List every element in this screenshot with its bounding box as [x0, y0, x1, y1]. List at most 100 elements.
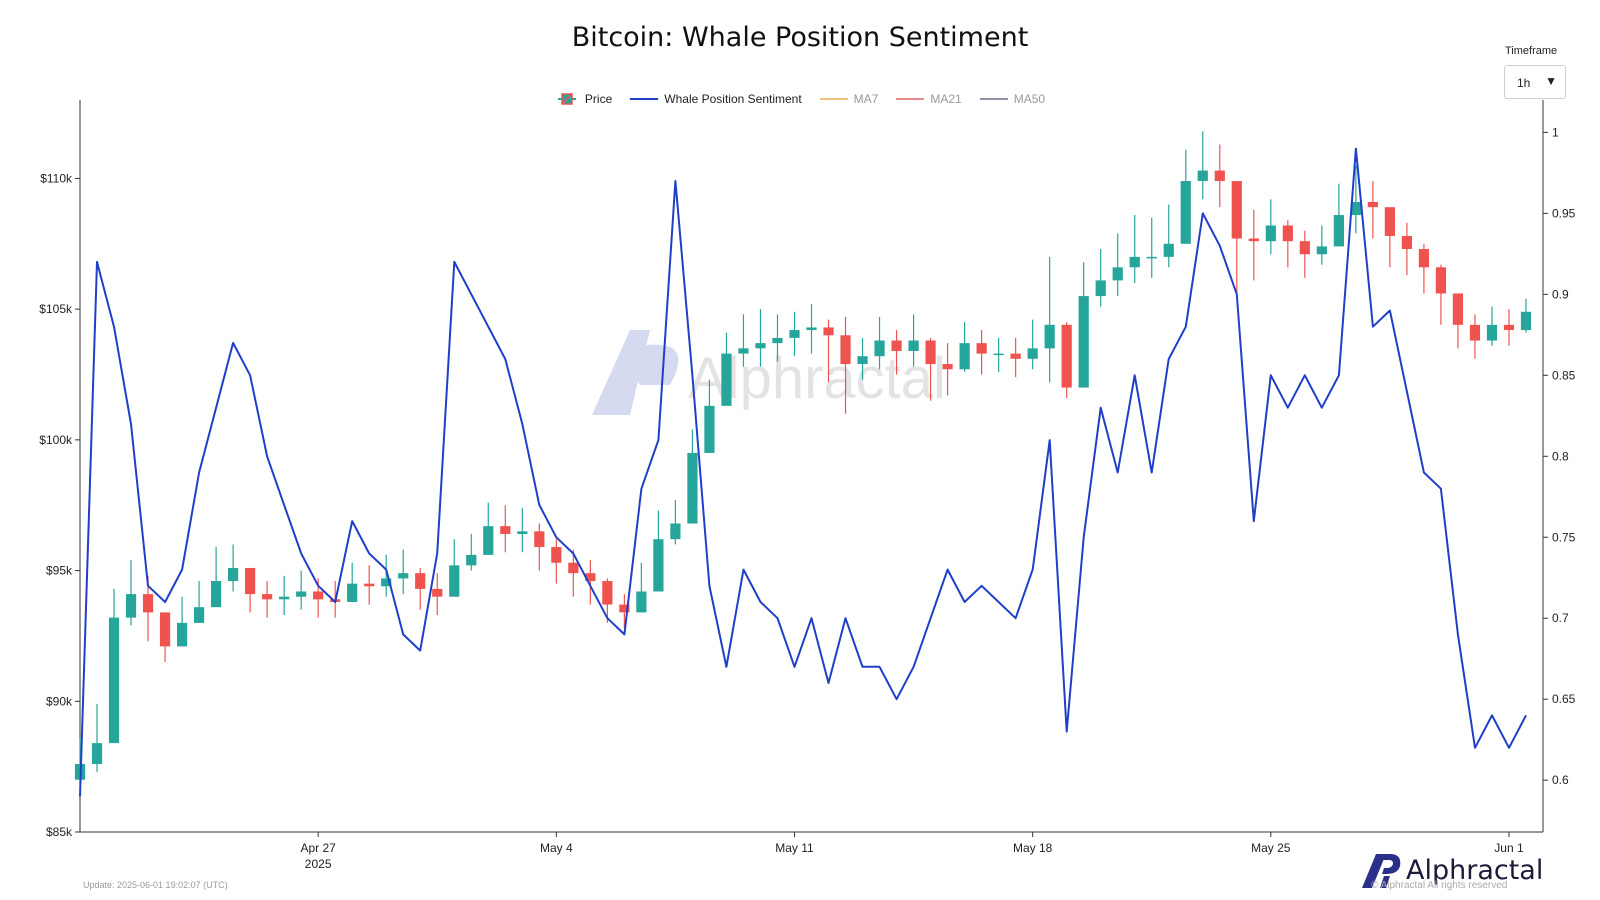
chart-title: Bitcoin: Whale Position Sentiment — [571, 22, 1029, 53]
legend-item-price[interactable]: Price — [555, 92, 612, 106]
timeframe-value: 1h — [1517, 76, 1531, 90]
x-tick-label: Jun 1 — [1494, 841, 1524, 855]
candle-body — [891, 340, 902, 351]
legend-item-ma7[interactable]: MA7 — [819, 92, 879, 106]
x-tick-label: May 18 — [1013, 841, 1053, 855]
candle-body — [364, 583, 375, 587]
y-right-tick-label: 0.8 — [1552, 449, 1569, 463]
candle-body — [1010, 353, 1021, 359]
candle-body — [313, 591, 324, 600]
candle-body — [1486, 324, 1498, 341]
candle-body — [755, 343, 766, 349]
x-tick-label: May 4 — [540, 841, 573, 855]
candle-body — [1469, 324, 1481, 341]
candle-body — [1333, 215, 1344, 247]
candle-body — [296, 591, 307, 597]
candle-body — [534, 531, 545, 548]
candle-body — [653, 539, 664, 592]
candle-swatch-icon — [555, 93, 579, 105]
legend-item-sentiment[interactable]: Whale Position Sentiment — [630, 92, 802, 106]
candle-body — [1112, 267, 1123, 281]
timeframe-select[interactable]: 1h ▼ — [1504, 65, 1566, 99]
y-right-tick-label: 0.75 — [1552, 530, 1576, 544]
candle-body — [568, 562, 579, 574]
y-right-tick-label: 0.95 — [1552, 206, 1576, 220]
y-right-tick-label: 0.65 — [1552, 692, 1576, 706]
price-candles — [74, 131, 1532, 785]
line-swatch-icon — [979, 98, 1008, 100]
y-right-tick-label: 0.6 — [1552, 773, 1569, 787]
candle-body — [925, 340, 936, 365]
candle-body — [738, 348, 749, 354]
y-left-tick-label: $110k — [40, 171, 73, 185]
legend-label-sentiment: Whale Position Sentiment — [664, 92, 802, 106]
candle-body — [1282, 225, 1293, 242]
candle-body — [687, 452, 698, 524]
candle-body — [1163, 243, 1174, 257]
candle-body — [159, 612, 171, 647]
line-swatch-icon — [630, 98, 659, 100]
legend-item-ma21[interactable]: MA21 — [896, 92, 962, 106]
candle-body — [517, 531, 528, 534]
candle-body — [806, 327, 817, 331]
candle-body — [193, 607, 205, 623]
candle-body — [1214, 170, 1225, 182]
candle-body — [1180, 181, 1191, 244]
candle-body — [1520, 311, 1532, 331]
candle-body — [279, 596, 290, 600]
chart-legend: Price Whale Position Sentiment MA7 MA21 … — [0, 92, 1600, 106]
brand-logo[interactable]: Alphractal — [1360, 852, 1543, 888]
candle-body — [670, 523, 681, 540]
candle-body — [1367, 201, 1378, 208]
watermark-logo-icon — [592, 330, 650, 415]
candle-body — [1401, 235, 1413, 250]
candle-body — [840, 335, 851, 365]
candle-body — [585, 573, 596, 582]
brand-name: Alphractal — [1406, 854, 1544, 886]
line-swatch-icon — [819, 98, 848, 100]
alphractal-logo-icon — [1362, 854, 1401, 888]
chevron-down-icon: ▼ — [1545, 74, 1557, 88]
candle-body — [1129, 256, 1140, 268]
candle-body — [1231, 181, 1242, 239]
candle-body — [1248, 238, 1259, 242]
candle-body — [993, 353, 1004, 356]
candle-body — [942, 364, 953, 370]
candle-body — [1452, 293, 1464, 325]
candle-body — [108, 617, 120, 744]
y-right-tick-label: 0.7 — [1552, 611, 1569, 625]
candle-body — [976, 343, 987, 354]
candle-body — [1384, 207, 1395, 236]
candle-body — [1299, 241, 1310, 255]
sentiment-line — [79, 147, 1527, 797]
x-tick-label: Apr 27 — [300, 841, 336, 855]
candle-body — [398, 573, 409, 579]
candle-body — [1350, 201, 1361, 216]
candle-body — [500, 526, 511, 534]
update-timestamp: Update: 2025-06-01 19:02:07 (UTC) — [83, 880, 228, 890]
legend-label-price: Price — [584, 92, 613, 106]
candle-body — [1418, 249, 1430, 268]
candle-body — [125, 594, 137, 618]
x-tick-label: May 25 — [1251, 841, 1291, 855]
legend-item-ma50[interactable]: MA50 — [979, 92, 1045, 106]
y-right-tick-label: 0.9 — [1552, 287, 1569, 301]
candle-body — [1044, 324, 1055, 349]
legend-label-ma21: MA21 — [930, 92, 962, 106]
x-tick-sublabel: 2025 — [305, 857, 332, 871]
y-left-tick-label: $90k — [46, 694, 73, 708]
candle-body — [483, 526, 494, 555]
legend-label-ma7: MA7 — [853, 92, 879, 106]
candle-body — [415, 573, 426, 589]
candle-body — [721, 353, 732, 406]
y-left-tick-label: $100k — [39, 433, 73, 447]
candle-body — [1146, 256, 1157, 259]
y-left-tick-label: $95k — [46, 564, 73, 578]
candle-body — [91, 743, 103, 765]
timeframe-label: Timeframe — [1505, 45, 1558, 57]
candle-body — [466, 554, 477, 566]
candle-body — [176, 622, 188, 647]
candle-body — [228, 567, 239, 582]
candle-body — [551, 547, 562, 563]
